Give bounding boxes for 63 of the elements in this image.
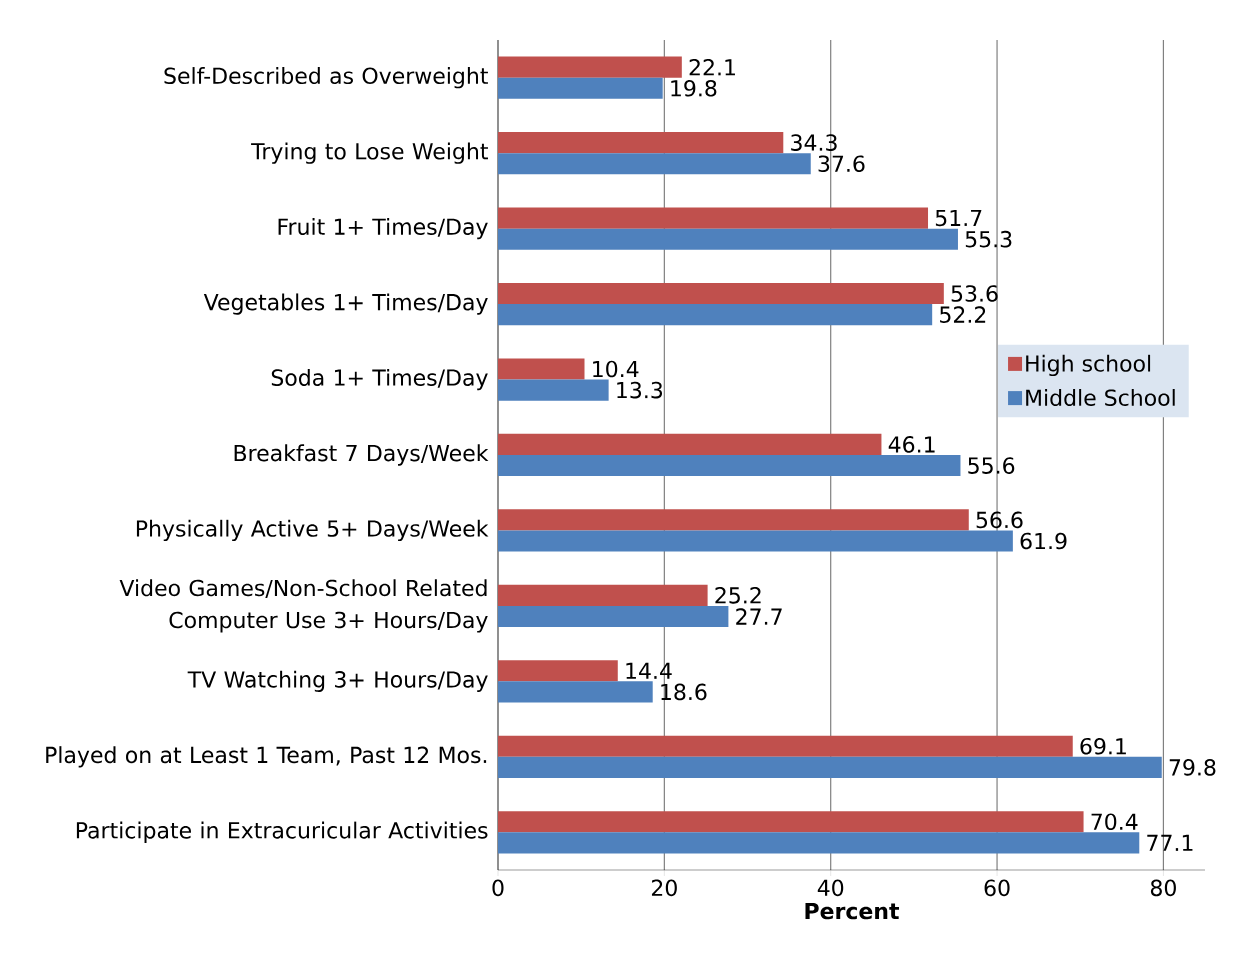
data-label: 55.6 — [968, 457, 1015, 474]
data-label: 55.3 — [965, 230, 1012, 248]
data-label: 61.9 — [1020, 532, 1067, 550]
bar — [498, 358, 585, 380]
bar — [498, 433, 882, 455]
data-label: 22.1 — [689, 58, 735, 76]
data-label: 53.6 — [951, 285, 998, 302]
bar — [498, 811, 1084, 833]
y-tick-label: Self-Described as Overweight — [164, 67, 488, 89]
bar — [498, 660, 618, 682]
data-label: 14.4 — [626, 662, 672, 679]
y-tick-label: Played on at Least 1 Team, Past 12 Mos. — [46, 746, 487, 768]
data-label: 25.2 — [715, 587, 761, 604]
data-label: 13.3 — [617, 381, 663, 399]
bar — [498, 228, 958, 250]
bar — [498, 77, 663, 99]
x-tick-label: 80 — [1150, 879, 1176, 897]
data-label: 56.6 — [976, 511, 1023, 529]
bar — [498, 756, 1162, 778]
bar — [498, 132, 784, 154]
bar — [498, 282, 944, 305]
data-label: 69.1 — [1080, 737, 1126, 755]
x-tick-label: 60 — [984, 879, 1010, 897]
bar — [498, 304, 933, 326]
bar — [498, 530, 1013, 552]
data-label: 77.1 — [1147, 834, 1193, 851]
x-tick-label: 40 — [817, 879, 844, 897]
data-label: 27.7 — [736, 608, 782, 625]
y-tick-label: Video Games/Non-School Related Computer Use 3+ Hours/Day — [119, 579, 488, 633]
y-tick-label: Soda 1+ Times/Day — [271, 368, 488, 391]
y-tick-label: Physically Active 5+ Days/Week — [136, 519, 489, 542]
bar — [498, 207, 929, 229]
bar — [498, 509, 969, 531]
data-label: 70.4 — [1091, 813, 1138, 831]
data-label: 46.1 — [888, 436, 935, 453]
x-tick-label: 0 — [492, 879, 504, 897]
x-tick-label: 20 — [651, 879, 677, 897]
data-label: 51.7 — [935, 209, 982, 227]
data-label: 10.4 — [593, 360, 639, 378]
legend-label: High school — [1026, 354, 1151, 377]
y-tick-label: Vegetables 1+ Times/Day — [203, 293, 488, 315]
y-tick-label: Trying to Lose Weight — [251, 142, 488, 164]
x-axis-title: Percent — [805, 903, 900, 920]
y-tick-label: Breakfast 7 Days/Week — [234, 444, 489, 466]
bar — [498, 681, 653, 703]
bar — [498, 605, 729, 628]
data-label: 19.8 — [671, 79, 717, 97]
y-tick-label: Participate in Extracuricular Activities — [76, 821, 488, 843]
data-label: 37.6 — [818, 155, 865, 173]
bar — [498, 56, 682, 78]
bar — [498, 735, 1073, 757]
data-label: 34.3 — [791, 134, 837, 151]
data-label: 79.8 — [1169, 759, 1216, 776]
bar — [498, 584, 708, 606]
data-label: 52.2 — [940, 306, 986, 323]
y-tick-label: Fruit 1+ Times/Day — [278, 217, 488, 240]
legend-label: Middle School — [1026, 388, 1175, 407]
bar — [498, 832, 1140, 854]
data-label: 18.6 — [661, 683, 707, 701]
bar — [498, 379, 609, 401]
bar — [498, 153, 811, 175]
y-tick-label: TV Watching 3+ Hours/Day — [187, 670, 488, 693]
bar — [498, 454, 961, 477]
